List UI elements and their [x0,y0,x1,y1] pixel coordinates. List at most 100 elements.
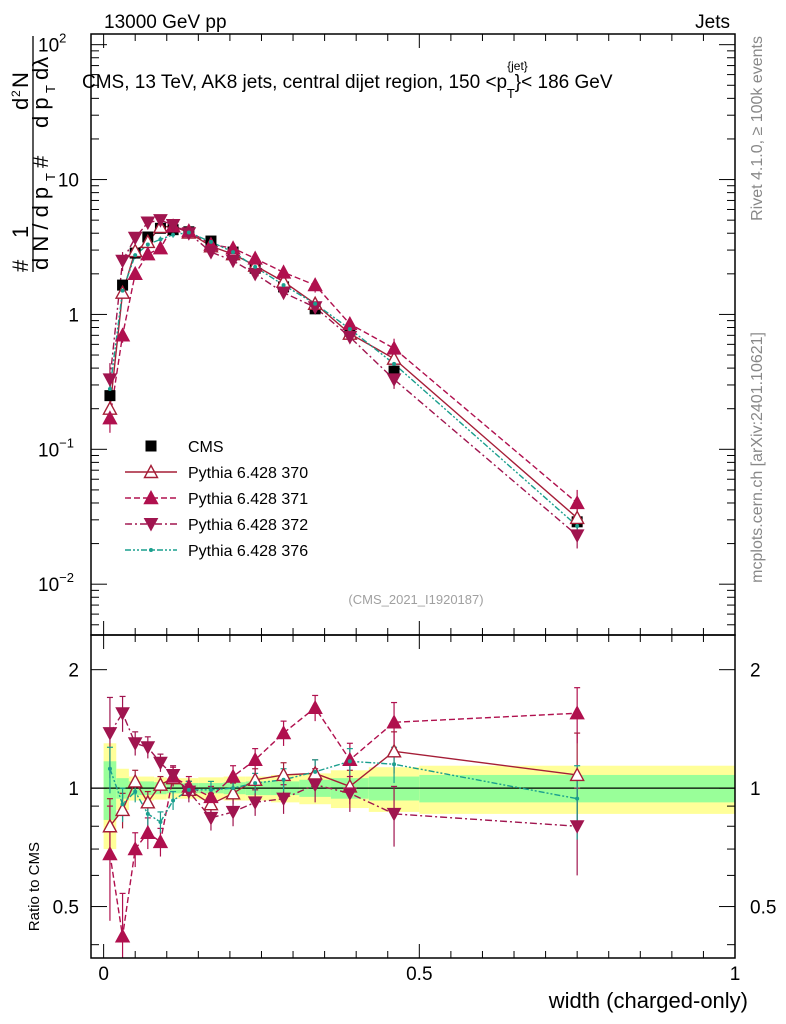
series-4-ratio-point-2 [133,789,138,794]
series-3-ratio-point-2 [127,737,143,751]
series-1-ratio-point-7 [203,796,219,811]
ratio-y-tick-label-right-2: 2 [750,661,761,682]
series-3-ratio-point-4 [153,756,168,771]
series-2-ratio-point-3 [140,824,156,839]
series-lines [109,219,578,937]
title-superscript: {jet} [507,59,528,73]
series-3-ratio-point-1 [115,707,130,721]
series-4-ratio-point-6 [186,787,191,792]
series-2-main-point-14 [569,495,585,510]
series-3-ratio-point-6 [181,785,197,800]
series-3-main-point-7 [203,246,219,260]
ratio-y-tick-label-left-0: 0.5 [53,898,79,919]
series-2-main-point-2 [127,265,143,281]
y-label-derivative-den: d p [28,97,53,128]
series-2-ratio-point-9 [247,751,263,767]
series-3-ratio-point-10 [276,792,291,807]
series-3-main-point-8 [225,254,241,269]
y-label-lambda: dλ [28,57,53,80]
legend-label-1: Pythia 6.428 370 [188,465,308,482]
y-label-denominator-sub: T [43,173,58,181]
series-2-ratio-point-7 [203,788,219,804]
main-y-tick-label-0: 10−2 [38,570,74,596]
series-2-ratio-point-4 [152,833,169,849]
series-4-ratio-point-10 [281,777,286,782]
legend-label-3: Pythia 6.428 372 [188,517,308,534]
series-3-ratio-point-13 [386,807,402,822]
ratio-plot-frame [90,634,736,959]
series-3-ratio-point-0 [102,727,118,741]
y-label-numerator-exp: 2 [9,90,23,97]
series-2-ratio-point-1 [114,928,131,943]
series-2-ratio-point-8 [225,768,241,783]
series-2-main-point-10 [275,264,292,279]
series-4-main-point-11 [313,301,318,306]
main-y-tick-base-1: 10 [38,440,59,461]
series-3-main-point-14 [569,529,585,543]
y-label-derivative-sub: T [43,85,58,93]
title-tail: }< 186 GeV [515,72,613,93]
series-2-main-point-0 [102,410,118,425]
main-y-tick-base-4: 10 [38,36,59,57]
series-4-main-point-14 [575,524,580,529]
ratio-y-tick-label-right-1: 1 [750,779,761,800]
header-left: 13000 GeV pp [104,12,227,33]
series-3-main-point-13 [386,373,402,387]
series-1-ratio-point-1 [114,801,131,817]
ratio-y-tick-label-left-2: 2 [68,661,79,682]
y-label-denominator: d N / d p [28,187,53,270]
series-4-main-point-4 [158,237,163,242]
legend: CMS Pythia 6.428 370 Pythia 6.428 371 Pythi… [125,439,308,560]
series-3-main-point-10 [276,286,291,301]
series-3-ratio-point-12 [342,787,358,801]
series-3-ratio-point-11 [307,778,323,793]
series-3-ratio-line [109,711,578,827]
series-3-ratio-point-5 [165,768,181,783]
series-3-ratio-point-14 [569,820,585,834]
legend-marker-0 [145,440,157,452]
series-2-main-line [109,225,578,504]
series-4-ratio-point-14 [575,796,580,801]
series-4-main-point-2 [133,253,138,258]
series-2-ratio-point-2 [127,841,143,856]
series-1-ratio-point-4 [152,776,169,791]
series-2-main-point-13 [386,340,402,355]
series-4-ratio-point-12 [347,759,352,764]
title-subscript: T [507,86,515,101]
series-4-ratio-point-9 [253,781,258,786]
series-3-main-point-9 [247,267,263,282]
series-4-ratio-point-5 [171,798,176,803]
series-4-main-point-6 [186,230,191,235]
series-3-main-point-3 [140,216,156,231]
y-label-fraction: 1 [8,226,33,238]
series-4-main-point-13 [392,361,397,366]
series-1-ratio-point-13 [386,743,402,758]
series-4-main-point-0 [107,386,112,391]
series-2-ratio-point-14 [569,705,585,720]
y-label-hash-2: # [28,155,53,168]
main-y-tick-label-4: 102 [38,31,66,57]
analysis-label: (CMS_2021_I1920187) [348,592,483,607]
main-y-tick-base-0: 10 [38,575,59,596]
series-3-main-point-4 [153,214,168,228]
series-3-main-point-12 [342,331,358,345]
y-label-hash-1: # [8,259,33,272]
series-4-main-point-12 [347,326,352,331]
data-markers [102,214,585,943]
main-y-tick-exp-1: −1 [59,435,74,450]
header-right: Jets [695,12,730,33]
series-2-ratio-point-11 [307,699,323,715]
series-3-main-point-1 [115,254,130,269]
title-main: CMS, 13 TeV, AK8 jets, central dijet reg… [82,72,507,93]
side-label-bottom: mcplots.cern.ch [arXiv:2401.10621] [749,332,766,583]
x-tick-label-2: 1 [730,964,741,985]
x-tick-label-1: 0.5 [406,964,432,985]
series-4-ratio-point-8 [231,786,236,791]
series-1-main-point-14 [569,509,585,525]
series-4-main-line [109,231,578,527]
series-1-ratio-point-3 [140,794,156,809]
series-4-ratio-point-0 [107,766,112,771]
main-y-tick-label-3: 10 [58,171,79,192]
